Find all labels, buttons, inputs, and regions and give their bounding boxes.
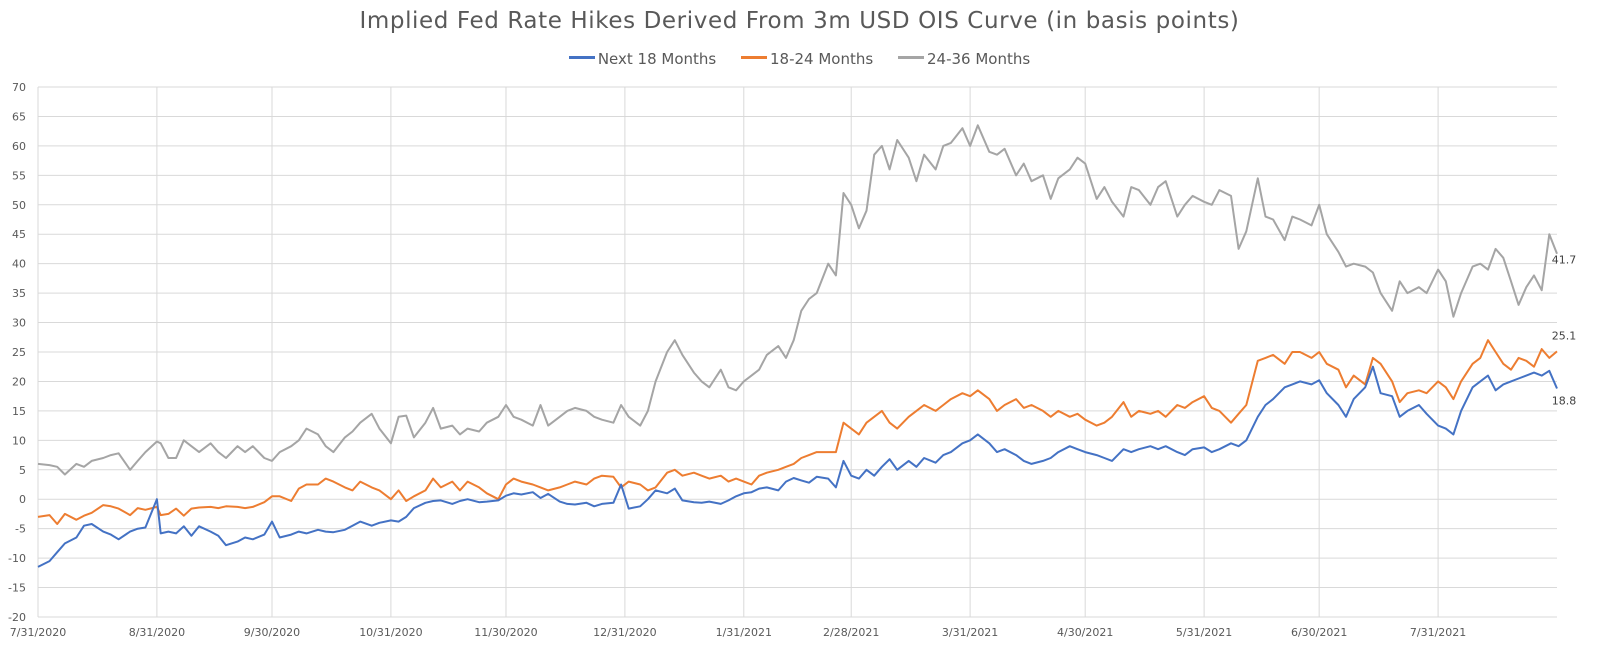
chart-title: Implied Fed Rate Hikes Derived From 3m U… [359,8,1240,34]
y-tick-label: 40 [12,258,26,271]
y-tick-label: -15 [8,582,26,595]
x-tick-label: 10/31/2020 [359,626,422,639]
series-line-18-24-months [37,339,1558,525]
x-tick-label: 8/31/2020 [129,626,185,639]
y-tick-label: 20 [12,375,26,388]
chart-legend: Next 18 Months 18-24 Months 24-36 Months [0,50,1599,68]
x-tick-label: 7/31/2021 [1410,626,1466,639]
y-tick-label: 70 [12,81,26,94]
x-tick-label: 12/31/2020 [593,626,656,639]
y-tick-label: -20 [8,611,26,624]
y-tick-label: 35 [12,287,26,300]
y-tick-label: 60 [12,140,26,153]
end-label-18-24-months: 25.1 [1552,329,1577,342]
y-tick-label: 5 [19,464,26,477]
end-label-24-36-months: 41.7 [1552,254,1577,267]
legend-label-24-36-months: 24-36 Months [926,50,1031,68]
y-tick-label: 30 [12,317,26,330]
y-tick-label: 0 [19,493,26,506]
y-tick-label: 45 [12,228,26,241]
x-tick-label: 2/28/2021 [823,626,879,639]
x-tick-label: 7/31/2020 [10,626,66,639]
end-label-next-18-months: 18.8 [1552,395,1577,408]
y-tick-label: -10 [8,552,26,565]
legend-swatch-18-24-months [741,56,768,59]
legend-item-24-36-months: 24-36 Months [897,50,1031,68]
y-tick-label: 10 [12,434,26,447]
legend-label-next-18-months: Next 18 Months [597,50,717,68]
series-line-24-36-months [37,124,1558,476]
legend-label-18-24-months: 18-24 Months [770,50,874,68]
legend-item-next-18-months: Next 18 Months [568,50,717,68]
x-tick-label: 6/30/2021 [1291,626,1347,639]
series-line-next-18-months [37,365,1558,568]
x-tick-label: 11/30/2020 [474,626,537,639]
x-tick-label: 1/31/2021 [716,626,772,639]
legend-swatch-24-36-months [897,56,924,59]
x-tick-label: 9/30/2020 [244,626,300,639]
y-tick-label: 65 [12,110,26,123]
x-tick-label: 4/30/2021 [1057,626,1113,639]
legend-item-18-24-months: 18-24 Months [741,50,873,68]
y-tick-label: 55 [12,169,26,182]
y-tick-label: 15 [12,405,26,418]
y-tick-label: -5 [15,523,26,536]
x-tick-label: 5/31/2021 [1176,626,1232,639]
legend-swatch-next-18-months [568,56,595,59]
x-tick-label: 3/31/2021 [942,626,998,639]
y-tick-label: 25 [12,346,26,359]
y-tick-label: 50 [12,199,26,212]
